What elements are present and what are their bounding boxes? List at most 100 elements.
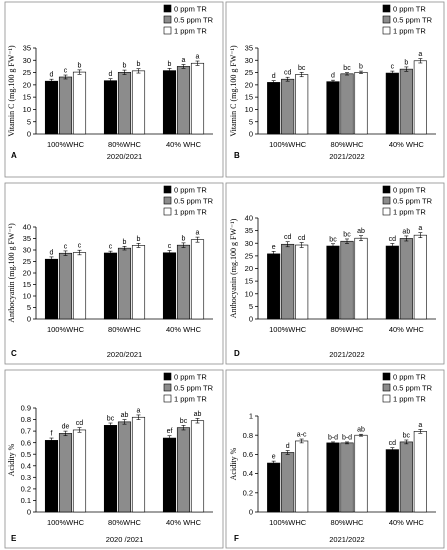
y-tick-label: 20 (23, 80, 31, 89)
bar-0-5-ppm-tr (176, 244, 191, 320)
bar-0-5-ppm-tr (340, 73, 354, 135)
significance-letter: cd (389, 236, 397, 243)
significance-letter: ab (402, 228, 410, 235)
legend-swatch (163, 15, 172, 24)
y-tick-label: 30 (245, 239, 253, 248)
y-tick-label: 0.7 (21, 427, 31, 436)
significance-letter: ab (357, 427, 365, 434)
significance-letter: b (123, 63, 127, 70)
bar-1-ppm-tr (131, 245, 146, 320)
y-tick-label: 5 (27, 117, 31, 126)
y-tick-label: 40 (23, 223, 31, 232)
y-tick-label: 0.8 (21, 415, 31, 424)
x-category-label: 40% WHC (166, 140, 202, 149)
bar-0-5-ppm-tr (117, 247, 132, 320)
y-tick-label: 30 (23, 246, 31, 255)
legend-label: 1 ppm TR (174, 27, 207, 36)
y-axis-label: Acidity % (229, 447, 238, 480)
significance-letter: c (64, 243, 68, 250)
y-tick-label: 40 (245, 214, 253, 223)
y-axis-label: Anthocyanin (mg.100 g FW⁻¹) (7, 223, 16, 323)
legend-swatch (382, 372, 391, 381)
legend-swatch (163, 4, 172, 13)
significance-letter: e (272, 244, 276, 251)
y-tick-label: 0.2 (21, 484, 31, 493)
x-category-label: 40% WHC (389, 518, 425, 527)
significance-letter: b (359, 64, 363, 71)
significance-letter: e (272, 454, 276, 461)
bar-1-ppm-tr (354, 434, 368, 513)
significance-letter: c (78, 243, 82, 250)
legend-swatch (163, 207, 172, 216)
x-category-label: 100%WHC (269, 325, 307, 334)
x-category-label: 80%WHC (108, 518, 142, 527)
significance-letter: a (418, 225, 422, 232)
chart-panel-e: 0 0.1 0.2 0.3 0.4 0.5 0.6 0.7 0.8 0.9 Acidity % f de… (4, 369, 224, 549)
bar-1-ppm-tr (190, 62, 205, 135)
x-category-label: 100%WHC (269, 518, 307, 527)
y-tick-label: 0.5 (21, 450, 31, 459)
bar-0-5-ppm-tr (281, 243, 295, 320)
legend-swatch (163, 196, 172, 205)
bar-1-ppm-tr (354, 72, 368, 135)
legend-label: 1 ppm TR (393, 27, 426, 36)
y-axis-label: Vitamin C (mg.100 g FW⁻¹) (7, 45, 16, 137)
significance-letter: bc (329, 236, 337, 243)
legend-swatch (382, 196, 391, 205)
legend-label: 0.5 ppm TR (393, 16, 433, 25)
bar-1-ppm-tr (295, 440, 309, 513)
legend-label: 0 ppm TR (393, 186, 426, 195)
x-category-label: 100%WHC (269, 140, 307, 149)
x-category-label: 80%WHC (108, 140, 142, 149)
legend-swatch (382, 15, 391, 24)
y-axis-label: Vitamin C (mg.100 g FW⁻¹) (229, 45, 238, 137)
significance-letter: bc (343, 65, 351, 72)
bar-1-ppm-tr (354, 237, 368, 320)
significance-letter: d (331, 73, 335, 80)
bar-0-ppm-tr (44, 80, 59, 135)
significance-letter: b (404, 59, 408, 66)
x-axis-label: 2020 /2021 (106, 535, 144, 544)
bar-1-ppm-tr (72, 429, 87, 513)
x-category-label: 100%WHC (47, 325, 85, 334)
y-tick-label: 10 (245, 289, 253, 298)
legend-label: 1 ppm TR (393, 395, 426, 404)
significance-letter: b (168, 61, 172, 68)
x-category-label: 40% WHC (166, 325, 202, 334)
y-tick-label: 35 (23, 234, 31, 243)
significance-letter: bc (180, 418, 188, 425)
bar-1-ppm-tr (413, 431, 427, 513)
bar-0-ppm-tr (44, 258, 59, 320)
panel-letter: C (11, 349, 17, 358)
bar-0-ppm-tr (162, 437, 177, 513)
x-category-label: 80%WHC (108, 325, 142, 334)
y-axis-label: Acidity % (7, 443, 16, 476)
x-category-label: 80%WHC (331, 518, 365, 527)
significance-letter: cd (284, 70, 292, 77)
y-tick-label: 35 (245, 226, 253, 235)
legend-label: 0 ppm TR (174, 373, 207, 382)
bar-0-5-ppm-tr (58, 252, 73, 320)
legend-label: 0.5 ppm TR (174, 197, 214, 206)
significance-letter: c (109, 244, 113, 251)
y-tick-label: 0.3 (21, 473, 31, 482)
significance-letter: a (182, 57, 186, 64)
legend-label: 0.5 ppm TR (174, 384, 214, 393)
significance-letter: a (196, 54, 200, 61)
y-tick-label: 0.4 (243, 469, 253, 478)
significance-letter: f (51, 431, 53, 438)
x-axis-label: 2021/2022 (329, 535, 364, 544)
y-tick-label: 15 (23, 280, 31, 289)
y-tick-label: 35 (245, 44, 253, 53)
legend-swatch (382, 4, 391, 13)
y-tick-label: 0.6 (243, 450, 253, 459)
bar-1-ppm-tr (190, 420, 205, 513)
y-tick-label: 0.4 (21, 461, 31, 470)
bar-0-ppm-tr (44, 440, 59, 513)
panel-letter: B (234, 151, 240, 160)
bar-0-5-ppm-tr (117, 421, 132, 513)
chart-panel-b: 0 5 10 15 20 25 30 35 Vitamin C (mg.100 g FW⁻¹) d… (225, 1, 445, 178)
significance-letter: bc (403, 433, 411, 440)
bar-0-ppm-tr (267, 462, 281, 513)
legend-label: 0.5 ppm TR (393, 197, 433, 206)
